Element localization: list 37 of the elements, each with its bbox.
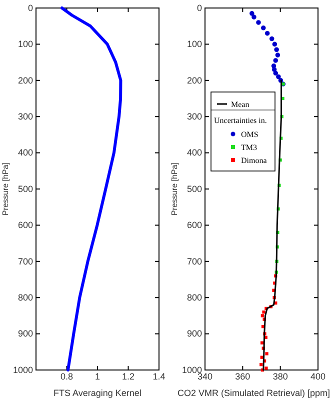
y-tick-label: 600 bbox=[18, 220, 33, 230]
y-tick-label: 200 bbox=[186, 75, 202, 86]
x-tick-label: 1 bbox=[94, 371, 100, 382]
y-tick-label: 100 bbox=[186, 39, 202, 50]
y-axis-title: Pressure [hPa] bbox=[1, 162, 10, 216]
x-axis-title: FTS Averaging Kernel bbox=[54, 388, 142, 398]
x-tick-label: 360 bbox=[235, 371, 250, 382]
y-tick-label: 700 bbox=[18, 256, 33, 266]
legend-label: Mean bbox=[231, 100, 250, 109]
y-tick-label: 0 bbox=[28, 2, 33, 13]
y-tick-label: 800 bbox=[186, 292, 202, 302]
y-tick-label: 500 bbox=[18, 184, 33, 194]
x-tick-label: 400 bbox=[310, 371, 326, 382]
x-tick-label: 1.4 bbox=[152, 371, 166, 382]
legend-label: OMS bbox=[241, 130, 258, 139]
y-axis-title: Pressure [hPa] bbox=[170, 162, 179, 216]
x-axis-title: CO2 VMR (Simulated Retrieval) [ppm] bbox=[177, 388, 330, 398]
x-tick-label: 380 bbox=[272, 371, 288, 382]
y-tick-label: 1000 bbox=[12, 364, 33, 375]
y-tick-label: 200 bbox=[18, 75, 33, 86]
y-tick-label: 900 bbox=[18, 328, 33, 339]
y-tick-label: 400 bbox=[18, 148, 33, 158]
legend-title: Uncertainties in. bbox=[214, 116, 267, 125]
y-tick-label: 700 bbox=[186, 256, 202, 266]
y-tick-label: 400 bbox=[186, 148, 202, 158]
x-tick-label: 1.2 bbox=[122, 371, 135, 382]
legend-label: Dimona bbox=[241, 156, 268, 165]
y-tick-label: 800 bbox=[18, 292, 33, 302]
y-tick-label: 0 bbox=[196, 2, 202, 13]
x-tick-label: 0.8 bbox=[60, 371, 74, 382]
y-tick-label: 100 bbox=[18, 39, 33, 50]
legend-label: TM3 bbox=[241, 143, 257, 152]
y-tick-label: 300 bbox=[18, 111, 33, 122]
y-tick-label: 600 bbox=[186, 220, 202, 230]
y-tick-label: 900 bbox=[186, 328, 202, 339]
y-tick-label: 300 bbox=[186, 111, 202, 122]
y-tick-label: 500 bbox=[186, 184, 202, 194]
